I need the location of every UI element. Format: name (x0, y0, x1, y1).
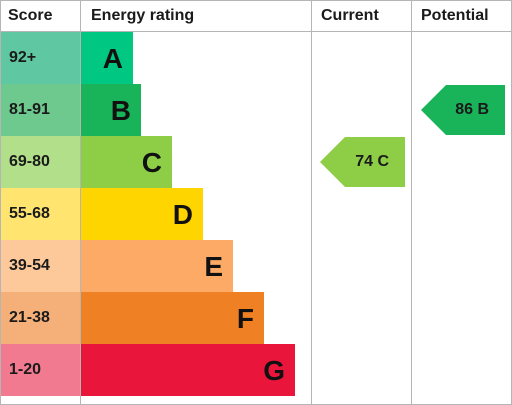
score-cell-c: 69-80 (1, 136, 80, 188)
score-cell-b: 81-91 (1, 84, 80, 136)
band-letter-c: C (141, 147, 162, 178)
band-bar-c: C (81, 136, 172, 188)
potential-rating-arrow-label: 86 B (455, 101, 489, 118)
header-current: Current (321, 7, 379, 24)
header-potential: Potential (421, 7, 489, 24)
header-score: Score (8, 7, 53, 24)
band-bar-b: B (81, 84, 141, 136)
score-cell-g: 1-20 (1, 344, 80, 396)
band-bar-g: G (81, 344, 295, 396)
band-letter-g: G (263, 355, 285, 386)
header-rating: Energy rating (91, 7, 195, 24)
header-underline (0, 31, 512, 32)
divider-rating (80, 0, 81, 405)
score-cell-d: 55-68 (1, 188, 80, 240)
band-bar-e: E (81, 240, 233, 292)
score-cell-a: 92+ (1, 32, 80, 84)
band-bar-a: A (81, 32, 133, 84)
divider-current (311, 0, 312, 405)
score-cell-e: 39-54 (1, 240, 80, 292)
current-rating-arrow-label: 74 C (355, 153, 389, 170)
band-letter-a: A (102, 43, 123, 74)
border-left (0, 0, 1, 405)
band-letter-b: B (110, 95, 131, 126)
potential-rating-arrow: 86 B (421, 85, 505, 135)
band-bar-f: F (81, 292, 264, 344)
current-rating-arrow: 74 C (320, 137, 405, 187)
band-letter-d: D (172, 199, 193, 230)
band-letter-f: F (236, 303, 254, 334)
divider-potential (411, 0, 412, 405)
border-top (0, 0, 512, 1)
band-letter-e: E (204, 251, 223, 282)
band-bar-d: D (81, 188, 203, 240)
score-cell-f: 21-38 (1, 292, 80, 344)
